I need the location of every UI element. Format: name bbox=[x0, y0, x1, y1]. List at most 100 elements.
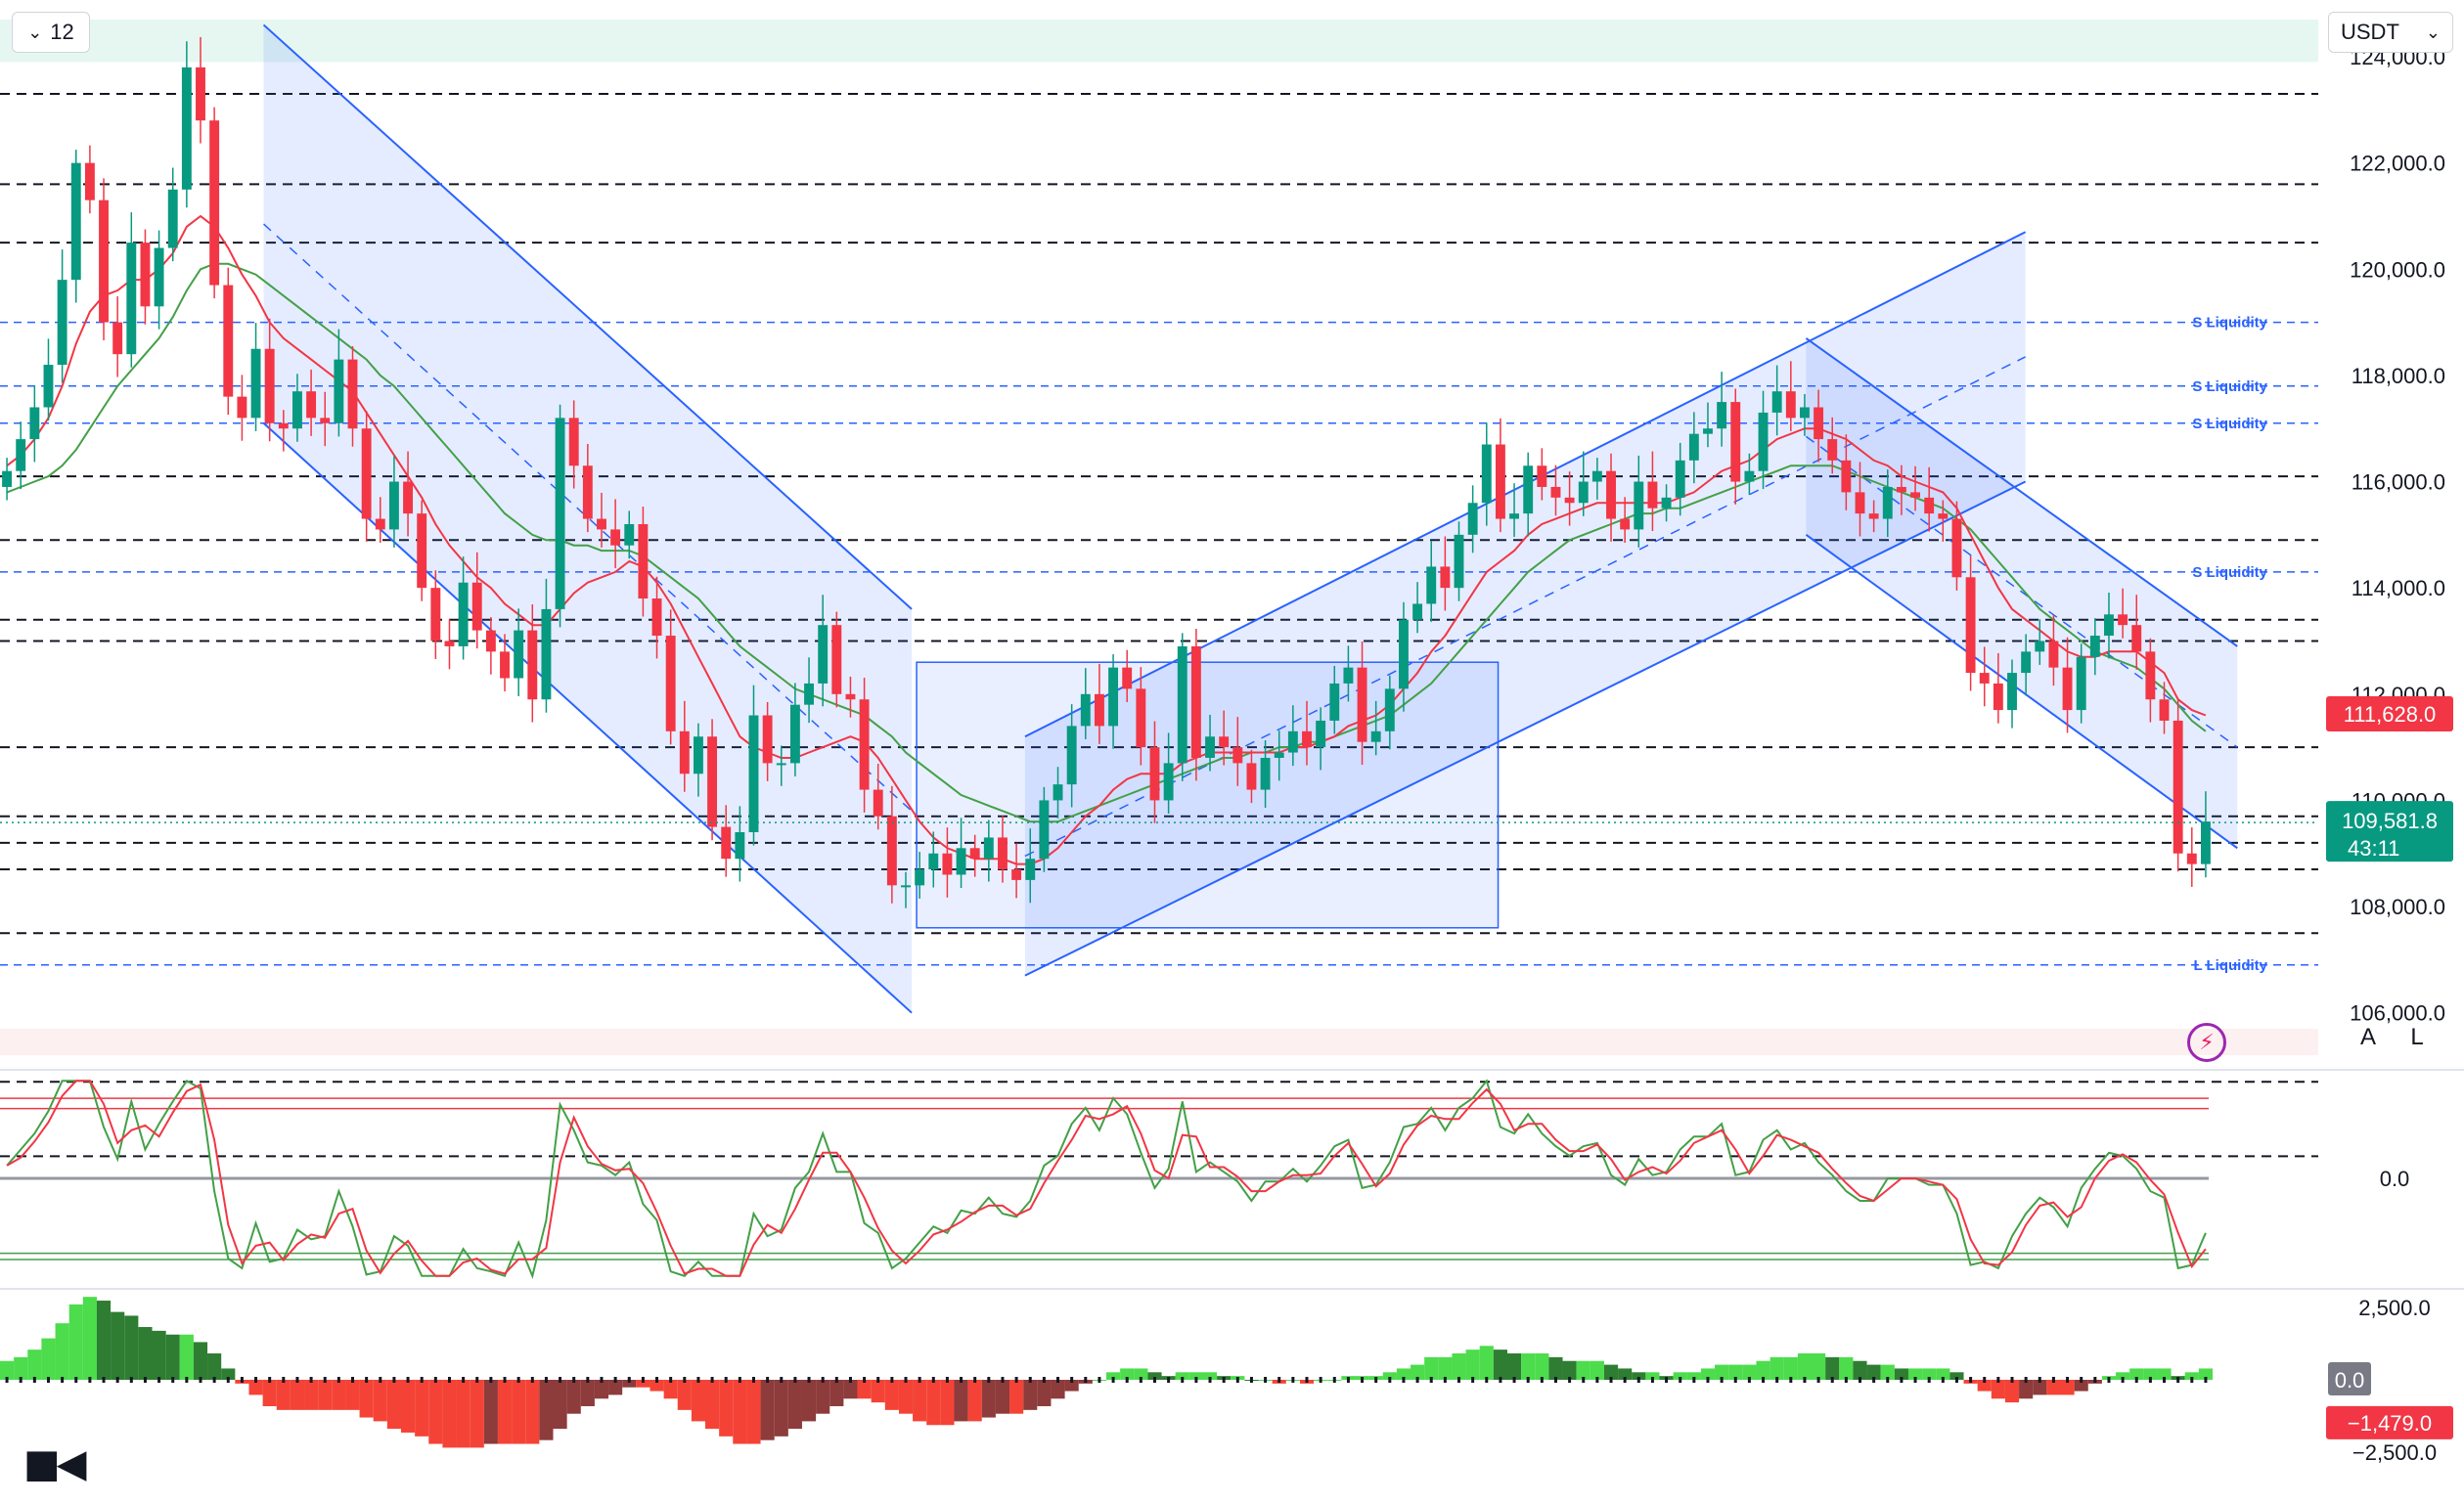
candle-body bbox=[2007, 673, 2017, 711]
histogram-zero-dot bbox=[185, 1377, 189, 1383]
candle-body bbox=[2021, 651, 2032, 674]
histogram-zero-dot bbox=[1305, 1377, 1309, 1383]
candle-body bbox=[886, 816, 897, 886]
histogram-bar bbox=[760, 1380, 775, 1440]
price-tick-label: 122,000.0 bbox=[2350, 152, 2445, 176]
candle-body bbox=[2089, 636, 2100, 657]
histogram-bar bbox=[2019, 1380, 2034, 1399]
candle-body bbox=[403, 481, 414, 514]
countdown-text: 43:11 bbox=[2348, 836, 2399, 861]
histogram-bar bbox=[1479, 1346, 1494, 1380]
candle-body bbox=[458, 582, 469, 646]
candle-body bbox=[2159, 699, 2170, 721]
falling-channel-2-midline bbox=[1805, 435, 2238, 748]
histogram-bar bbox=[1120, 1368, 1135, 1380]
histogram-zero-dot bbox=[2204, 1377, 2208, 1383]
candle-body bbox=[223, 285, 234, 397]
candle-body bbox=[624, 523, 635, 546]
histogram-bar bbox=[801, 1380, 817, 1422]
rising-channel-fill bbox=[1024, 232, 2026, 976]
histogram-bar bbox=[566, 1380, 581, 1414]
histogram-bar bbox=[774, 1380, 788, 1437]
candle-body bbox=[998, 837, 1008, 870]
candle-body bbox=[789, 704, 800, 764]
price-pane[interactable]: S Liquidity S Liquidity S Liquidity S Liqui… bbox=[0, 20, 2318, 1158]
histogram-zero-dot bbox=[931, 1377, 935, 1383]
histogram-bar bbox=[1465, 1349, 1480, 1380]
histogram-zero-dot bbox=[1913, 1377, 1917, 1383]
candle-body bbox=[1675, 460, 1685, 498]
histogram-zero-dot bbox=[1332, 1377, 1336, 1383]
alert-flash-icon[interactable]: ⚡ bbox=[2187, 1023, 2226, 1062]
interval-selector[interactable]: ⌄ 12 bbox=[12, 12, 90, 53]
candle-body bbox=[1550, 486, 1561, 498]
candle-body bbox=[735, 832, 745, 860]
histogram-bar bbox=[1825, 1356, 1840, 1380]
chevron-down-icon: ⌄ bbox=[2425, 22, 2441, 42]
candle-body bbox=[1855, 492, 1865, 514]
candle-body bbox=[1965, 577, 1976, 674]
falling-channel-1-upper bbox=[262, 23, 913, 610]
currency-label: USDT bbox=[2341, 20, 2399, 44]
histogram-zero-dot bbox=[2010, 1377, 2014, 1383]
histogram-zero-dot bbox=[1001, 1377, 1005, 1383]
candle-body bbox=[1606, 470, 1616, 519]
candle-body bbox=[1481, 444, 1492, 504]
histogram-bar bbox=[1188, 1372, 1203, 1380]
candle-body bbox=[237, 396, 247, 419]
log-scale-button[interactable]: L bbox=[2410, 1024, 2424, 1050]
currency-selector[interactable]: USDT ⌄ bbox=[2328, 12, 2453, 53]
candle-body bbox=[818, 625, 829, 684]
histogram-zero-dot bbox=[1235, 1377, 1239, 1383]
histogram-bar bbox=[1590, 1360, 1604, 1380]
histogram-bar bbox=[1839, 1356, 1854, 1380]
candle-body bbox=[915, 869, 925, 886]
histogram-bar bbox=[1700, 1368, 1716, 1380]
sma-fast-line bbox=[6, 214, 2207, 865]
histogram-zero-dot bbox=[1070, 1377, 1074, 1383]
candle-body bbox=[762, 715, 773, 764]
candle-body bbox=[1785, 391, 1796, 419]
histogram-bar bbox=[663, 1380, 678, 1399]
candle-body bbox=[126, 243, 137, 355]
candle-body bbox=[43, 365, 54, 408]
candle-body bbox=[140, 243, 151, 307]
histogram-zero-dot bbox=[336, 1377, 340, 1383]
candle-body bbox=[1509, 513, 1520, 519]
histogram-bar bbox=[345, 1380, 360, 1410]
histogram-bar bbox=[1562, 1360, 1577, 1380]
histogram-bar bbox=[1632, 1372, 1646, 1380]
histogram-zero-dot bbox=[1291, 1377, 1295, 1383]
histogram-bar bbox=[262, 1380, 277, 1406]
histogram-zero-dot bbox=[433, 1377, 437, 1383]
histogram-zero-dot bbox=[1844, 1377, 1848, 1383]
price-axis[interactable]: 106,000.0108,000.0110,000.0112,000.0114,… bbox=[0, 45, 2464, 1290]
candle-body bbox=[1190, 645, 1201, 758]
histogram-zero-dot bbox=[627, 1377, 631, 1383]
histogram-bar bbox=[1977, 1380, 1992, 1392]
candle-body bbox=[1841, 460, 1852, 493]
histogram-bar bbox=[497, 1380, 513, 1444]
auto-scale-button[interactable]: A bbox=[2359, 1024, 2376, 1050]
histogram-zero-dot bbox=[613, 1377, 617, 1383]
candle-body bbox=[1993, 683, 2003, 711]
histogram-zero-dot bbox=[88, 1377, 92, 1383]
candle-body bbox=[845, 693, 856, 700]
candle-body bbox=[1647, 481, 1658, 509]
histogram-zero-badge-text: 0.0 bbox=[2335, 1368, 2365, 1393]
histogram-bar bbox=[2157, 1368, 2172, 1380]
histogram-bar bbox=[787, 1380, 802, 1430]
histogram-bar bbox=[1009, 1380, 1024, 1414]
histogram-bar bbox=[1037, 1380, 1052, 1406]
histogram-zero-dot bbox=[2093, 1377, 2097, 1383]
candle-body bbox=[1370, 730, 1381, 742]
liquidity-label: L Liquidity bbox=[2193, 957, 2267, 974]
histogram-zero-dot bbox=[1415, 1377, 1419, 1383]
histogram-zero-dot bbox=[157, 1377, 161, 1383]
histogram-zero-dot bbox=[447, 1377, 451, 1383]
candle-body bbox=[430, 588, 441, 641]
histogram-zero-dot bbox=[1609, 1377, 1613, 1383]
sma-price-text: 111,628.0 bbox=[2344, 702, 2437, 727]
histogram-zero-dot bbox=[1803, 1377, 1807, 1383]
